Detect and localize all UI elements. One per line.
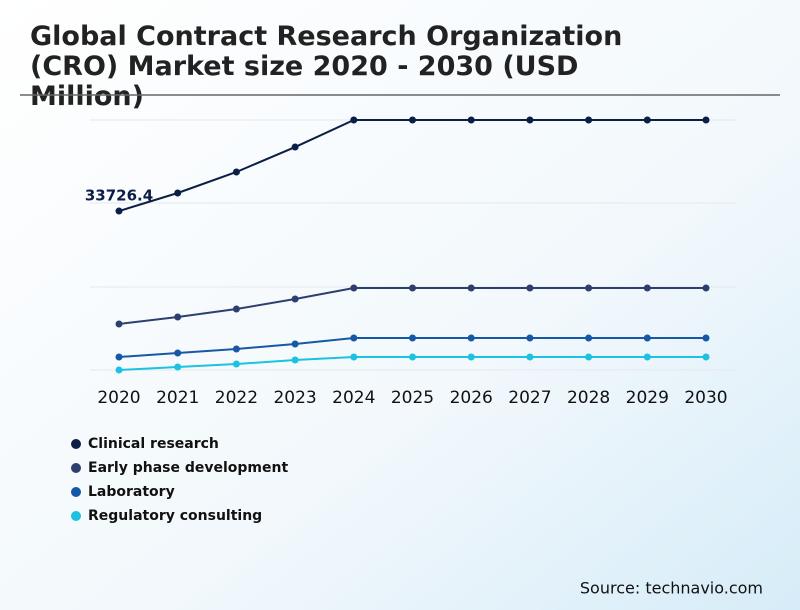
- point: [526, 116, 534, 124]
- point: [643, 116, 651, 124]
- point: [232, 360, 240, 368]
- point: [350, 284, 358, 292]
- point: [232, 168, 240, 176]
- title-box: Global Contract Research Organization (C…: [30, 22, 623, 112]
- data-label: 33726.4: [85, 187, 153, 205]
- point: [350, 334, 358, 342]
- x-tick-label: 2020: [97, 388, 140, 408]
- point: [115, 320, 123, 328]
- point: [467, 353, 475, 361]
- point: [350, 353, 358, 361]
- x-tick-label: 2025: [391, 388, 434, 408]
- legend-marker: [71, 463, 81, 473]
- legend-marker: [71, 511, 81, 521]
- chart-title: Global Contract Research Organization (C…: [30, 22, 623, 112]
- x-tick-label: 2023: [273, 388, 316, 408]
- x-tick-label: 2026: [450, 388, 493, 408]
- point: [526, 353, 534, 361]
- point: [585, 353, 593, 361]
- point: [585, 334, 593, 342]
- point: [174, 189, 182, 197]
- point: [467, 284, 475, 292]
- x-tick-label: 2021: [156, 388, 199, 408]
- point: [115, 366, 123, 374]
- point: [702, 284, 710, 292]
- point: [232, 305, 240, 313]
- x-tick-label: 2024: [332, 388, 375, 408]
- point: [409, 116, 416, 124]
- point: [232, 345, 240, 353]
- x-tick-label: 2028: [567, 388, 610, 408]
- point: [409, 334, 416, 342]
- point: [174, 363, 182, 371]
- legend-label: Clinical research: [88, 436, 219, 452]
- legend-label: Regulatory consulting: [88, 508, 262, 524]
- point: [115, 207, 123, 215]
- point: [174, 349, 182, 357]
- point: [526, 284, 534, 292]
- x-tick-label: 2027: [508, 388, 551, 408]
- point: [467, 116, 475, 124]
- source: Source: technavio.com: [580, 579, 763, 598]
- point: [350, 116, 358, 124]
- legend-marker: [71, 439, 81, 449]
- point: [585, 284, 593, 292]
- x-tick-label: 2022: [215, 388, 258, 408]
- x-tick-label: 2030: [684, 388, 727, 408]
- legend-label: Early phase development: [88, 460, 288, 476]
- legend-marker: [71, 487, 81, 497]
- point: [467, 334, 475, 342]
- point: [643, 334, 651, 342]
- point: [702, 334, 710, 342]
- point: [526, 334, 534, 342]
- legend-label: Laboratory: [88, 484, 175, 500]
- point: [174, 313, 182, 321]
- point: [291, 143, 299, 151]
- point: [409, 353, 416, 361]
- point: [291, 340, 299, 348]
- point: [702, 116, 710, 124]
- point: [291, 295, 299, 303]
- point: [585, 116, 593, 124]
- point: [702, 353, 710, 361]
- point: [643, 353, 651, 361]
- point: [115, 353, 123, 361]
- point: [409, 284, 416, 292]
- point: [291, 356, 299, 364]
- x-tick-label: 2029: [626, 388, 669, 408]
- point: [643, 284, 651, 292]
